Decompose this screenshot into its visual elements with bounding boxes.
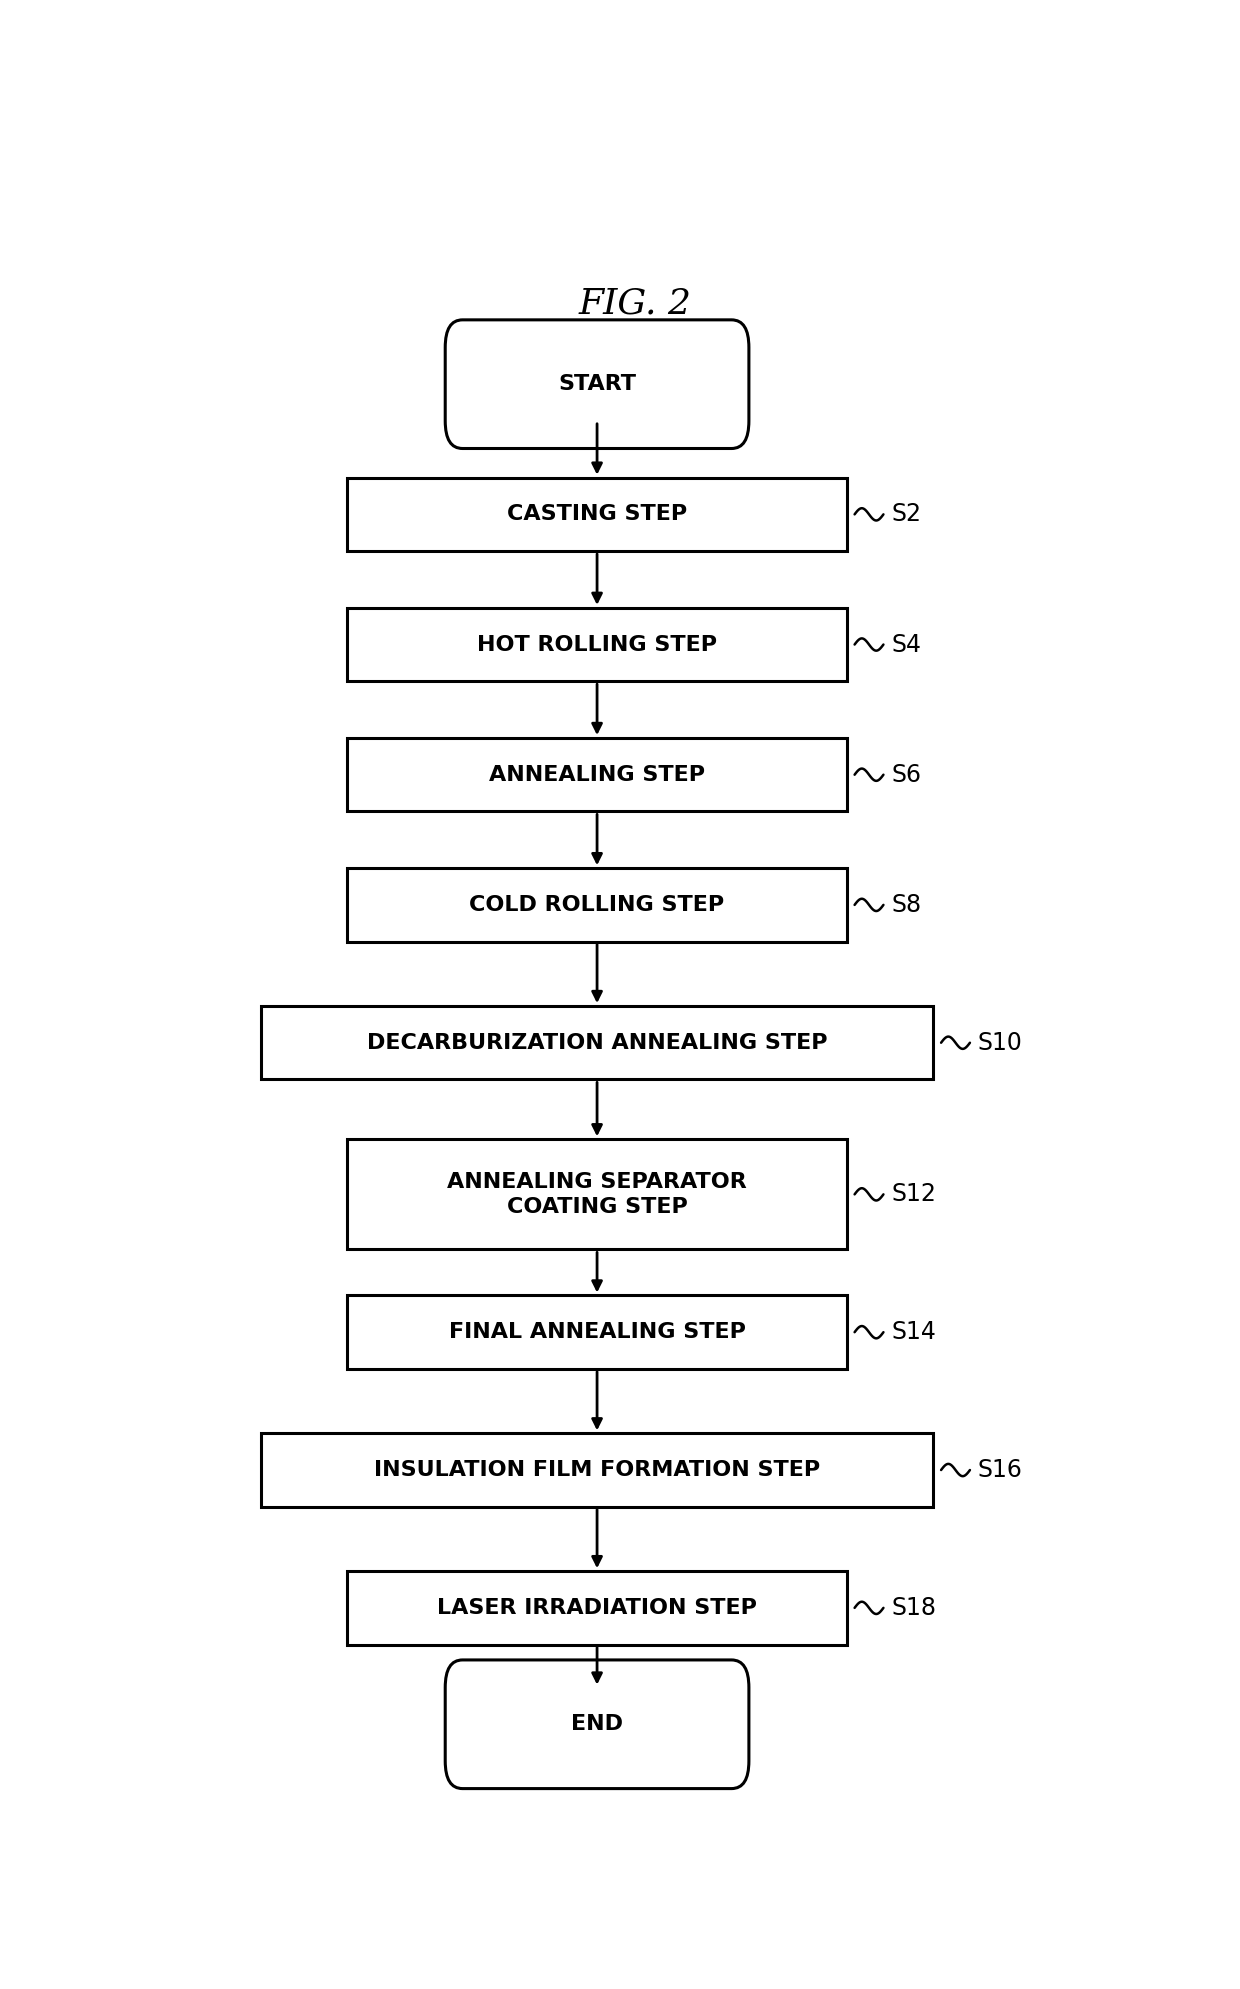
Text: COLD ROLLING STEP: COLD ROLLING STEP <box>470 895 724 915</box>
Text: FINAL ANNEALING STEP: FINAL ANNEALING STEP <box>449 1323 745 1343</box>
Text: START: START <box>558 374 636 394</box>
Bar <box>347 738 847 812</box>
Text: S10: S10 <box>977 1030 1023 1054</box>
Bar <box>347 1571 847 1645</box>
Text: END: END <box>572 1715 622 1734</box>
Bar <box>260 1006 934 1080</box>
Bar <box>347 867 847 941</box>
Text: S2: S2 <box>892 503 921 527</box>
Text: FIG. 2: FIG. 2 <box>579 286 692 320</box>
Text: ANNEALING STEP: ANNEALING STEP <box>489 764 706 786</box>
Bar <box>260 1434 934 1508</box>
Text: S12: S12 <box>892 1181 936 1207</box>
Text: ANNEALING SEPARATOR
COATING STEP: ANNEALING SEPARATOR COATING STEP <box>448 1172 746 1217</box>
Bar <box>347 609 847 682</box>
Bar <box>347 477 847 551</box>
FancyBboxPatch shape <box>445 320 749 448</box>
Bar <box>347 1140 847 1249</box>
Text: CASTING STEP: CASTING STEP <box>507 505 687 525</box>
FancyBboxPatch shape <box>445 1661 749 1788</box>
Text: HOT ROLLING STEP: HOT ROLLING STEP <box>477 634 717 654</box>
Text: S4: S4 <box>892 633 921 656</box>
Text: S16: S16 <box>977 1458 1023 1482</box>
Text: DECARBURIZATION ANNEALING STEP: DECARBURIZATION ANNEALING STEP <box>367 1032 827 1052</box>
Text: S6: S6 <box>892 762 921 788</box>
Bar <box>347 1295 847 1368</box>
Text: S18: S18 <box>892 1595 936 1619</box>
Text: LASER IRRADIATION STEP: LASER IRRADIATION STEP <box>438 1597 756 1617</box>
Text: S14: S14 <box>892 1321 936 1345</box>
Text: INSULATION FILM FORMATION STEP: INSULATION FILM FORMATION STEP <box>374 1460 820 1480</box>
Text: S8: S8 <box>892 893 921 917</box>
